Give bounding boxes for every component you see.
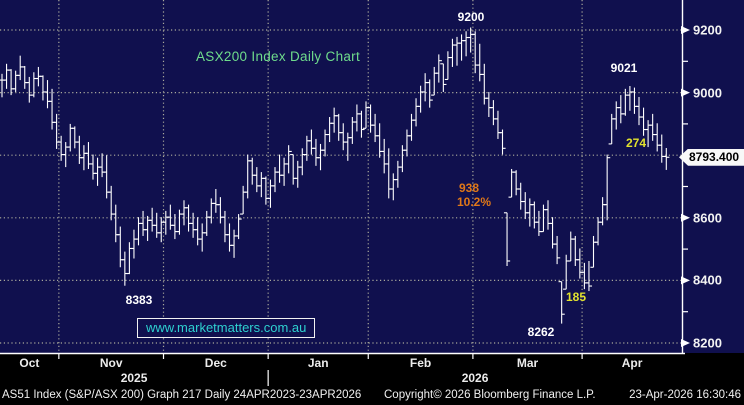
- status-security-info: AS51 Index (S&P/ASX 200) Graph 217 Daily…: [2, 389, 362, 401]
- chart-annotation: 274: [625, 136, 647, 150]
- y-axis-label: 8400: [693, 272, 722, 288]
- chart-title: ASX200 Index Daily Chart: [196, 49, 361, 64]
- y-axis-label: 8200: [693, 335, 722, 351]
- y-axis-label: 8600: [693, 210, 722, 226]
- chart-plot-background[interactable]: [0, 0, 744, 353]
- x-axis-month-label: Oct: [19, 356, 40, 370]
- chart-annotation: 8262: [527, 325, 555, 339]
- y-tick-arrow: [681, 26, 690, 34]
- status-bar: AS51 Index (S&P/ASX 200) Graph 217 Daily…: [0, 388, 744, 405]
- x-axis-month-label: Dec: [204, 356, 227, 370]
- y-axis-label: 9200: [693, 22, 722, 38]
- y-tick-arrow: [681, 88, 690, 97]
- x-axis-month-label: Nov: [99, 356, 123, 370]
- chart-annotation: 8383: [125, 293, 153, 307]
- x-axis-year-label: 2025: [120, 371, 148, 385]
- last-price-tag: 8793.400: [679, 148, 744, 166]
- chart-annotation: 9200: [457, 10, 485, 24]
- y-tick-arrow: [681, 339, 690, 347]
- x-axis-month-label: Mar: [516, 356, 539, 370]
- y-tick-arrow: [681, 213, 690, 222]
- y-tick-arrow: [681, 276, 690, 285]
- chart-annotation: 10.2%: [456, 195, 492, 209]
- watermark-link[interactable]: www.marketmatters.com.au: [137, 318, 316, 338]
- x-axis-month-label: Jan: [307, 356, 329, 370]
- x-axis-month-label: Feb: [409, 356, 432, 370]
- chart-annotation: 9021: [610, 61, 638, 75]
- y-axis-label: 9000: [693, 85, 722, 101]
- chart-annotation: 938: [458, 181, 480, 195]
- x-axis-month-label: Apr: [621, 356, 643, 370]
- status-datetime: 23-Apr-2026 16:30:46: [629, 389, 741, 401]
- chart-annotation: 185: [565, 290, 587, 304]
- status-copyright: Copyright© 2026 Bloomberg Finance L.P.: [384, 389, 596, 401]
- x-axis-year-label: 2026: [461, 371, 489, 385]
